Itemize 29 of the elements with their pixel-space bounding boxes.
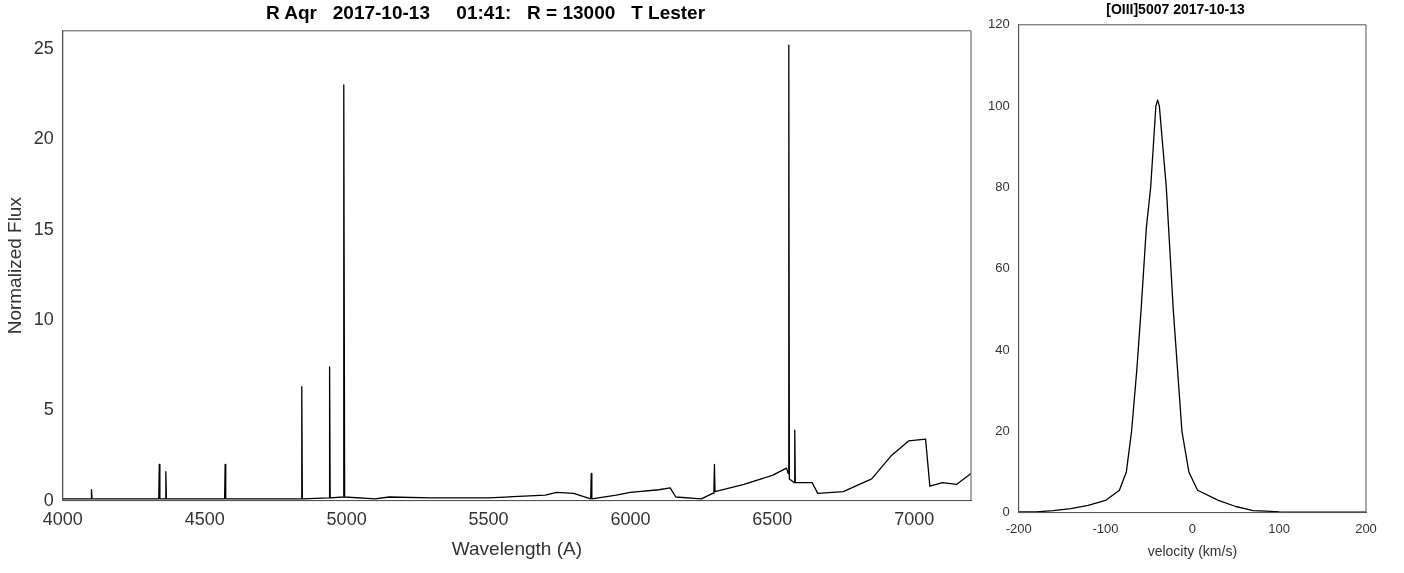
x-tick-label: 200 xyxy=(1355,520,1377,536)
y-tick-label: 40 xyxy=(995,341,1010,357)
chart-title: R Aqr 2017-10-13 01:41: R = 13000 T Lester xyxy=(265,1,706,23)
x-tick-label: 4000 xyxy=(42,509,83,530)
x-tick-label: -200 xyxy=(1005,520,1032,536)
x-tick-label: 0 xyxy=(1188,520,1196,536)
y-tick-label: 120 xyxy=(987,16,1010,32)
x-tick-label: 4500 xyxy=(184,509,225,530)
y-tick-label: 20 xyxy=(33,128,54,149)
y-tick-label: 0 xyxy=(43,489,54,510)
chart-title: [OIII]5007 2017-10-13 xyxy=(1106,1,1245,18)
y-tick-label: 60 xyxy=(995,260,1010,276)
x-tick-label: 6000 xyxy=(610,509,651,530)
y-axis-title: Normalized Flux xyxy=(3,196,25,335)
x-tick-label: 100 xyxy=(1268,520,1291,536)
y-tick-label: 10 xyxy=(33,308,54,329)
x-tick-label: 6500 xyxy=(752,509,793,530)
x-tick-label: 5000 xyxy=(326,509,367,530)
y-tick-label: 15 xyxy=(33,218,54,239)
x-tick-label: -100 xyxy=(1092,520,1119,536)
y-tick-label: 80 xyxy=(995,178,1010,194)
y-tick-label: 5 xyxy=(43,399,54,420)
x-axis-title: velocity (km/s) xyxy=(1147,543,1238,560)
x-axis-title: Wavelength (A) xyxy=(451,537,583,559)
x-tick-label: 5500 xyxy=(468,509,509,530)
y-tick-label: 20 xyxy=(995,422,1010,438)
y-tick-label: 25 xyxy=(33,37,54,58)
x-tick-label: 7000 xyxy=(894,509,935,530)
y-tick-label: 100 xyxy=(987,97,1010,113)
